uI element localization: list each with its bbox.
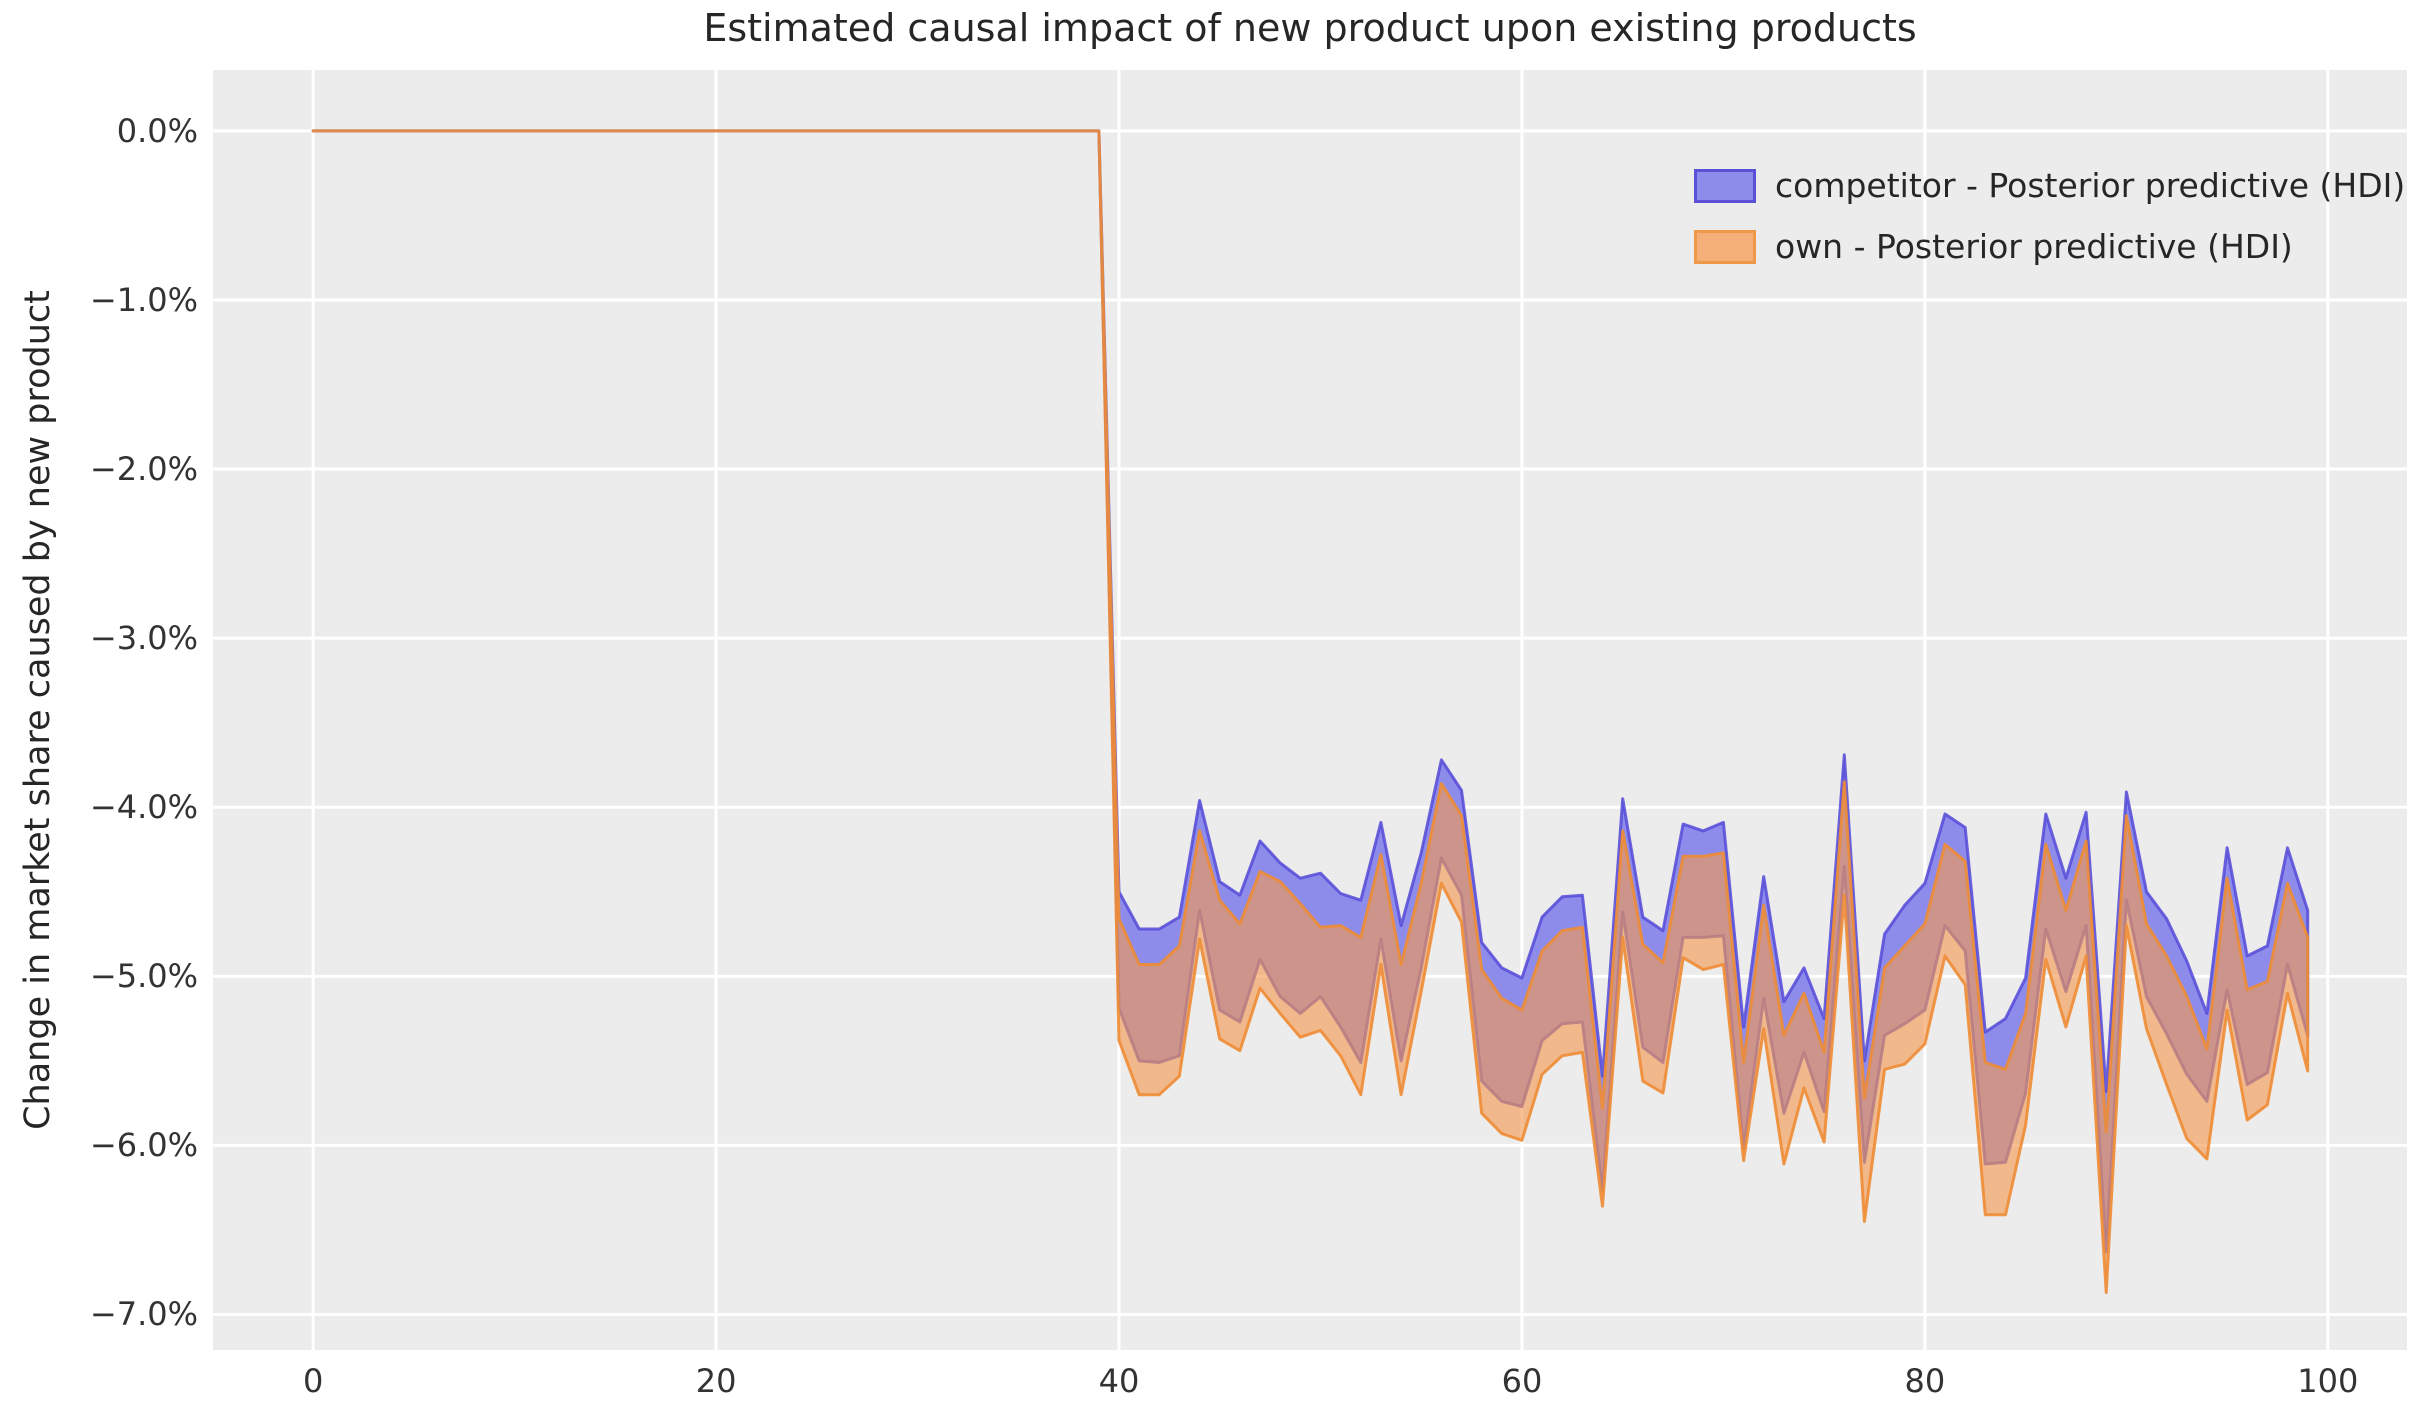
legend-label-competitor: competitor - Posterior predictive (HDI) [1775,166,2406,205]
x-tick-label: 80 [1904,1362,1946,1400]
y-tick-label: 0.0% [116,111,198,150]
chart-svg [213,70,2407,1350]
y-axis-label: Change in market share caused by new pro… [18,290,58,1130]
plot-area: competitor - Posterior predictive (HDI) … [213,70,2407,1350]
legend-item-own: own - Posterior predictive (HDI) [1694,227,2405,267]
y-tick-label: −4.0% [89,788,198,827]
legend: competitor - Posterior predictive (HDI) … [1694,166,2405,288]
legend-swatch-own [1694,230,1756,264]
x-tick-label: 40 [1098,1362,1140,1400]
y-tick-label: −2.0% [89,450,198,489]
y-tick-label: −1.0% [89,280,198,319]
x-tick-label: 0 [302,1362,324,1400]
y-tick-label: −6.0% [89,1126,198,1165]
y-tick-label: −7.0% [89,1295,198,1334]
legend-swatch-competitor [1694,169,1756,203]
x-tick-label: 20 [695,1362,737,1400]
hdi-band-own [311,129,2310,1294]
x-tick-label: 100 [2297,1362,2359,1400]
chart-title: Estimated causal impact of new product u… [703,6,1917,50]
x-tick-label: 60 [1501,1362,1543,1400]
y-tick-label: −3.0% [89,619,198,658]
legend-item-competitor: competitor - Posterior predictive (HDI) [1694,166,2405,206]
y-tick-label: −5.0% [89,957,198,996]
legend-label-own: own - Posterior predictive (HDI) [1775,227,2293,266]
